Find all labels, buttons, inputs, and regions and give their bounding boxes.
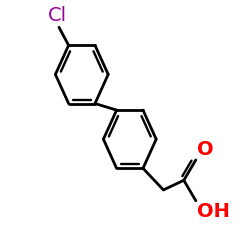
Text: Cl: Cl [48,6,67,26]
Text: OH: OH [197,202,230,221]
Text: O: O [197,140,214,159]
